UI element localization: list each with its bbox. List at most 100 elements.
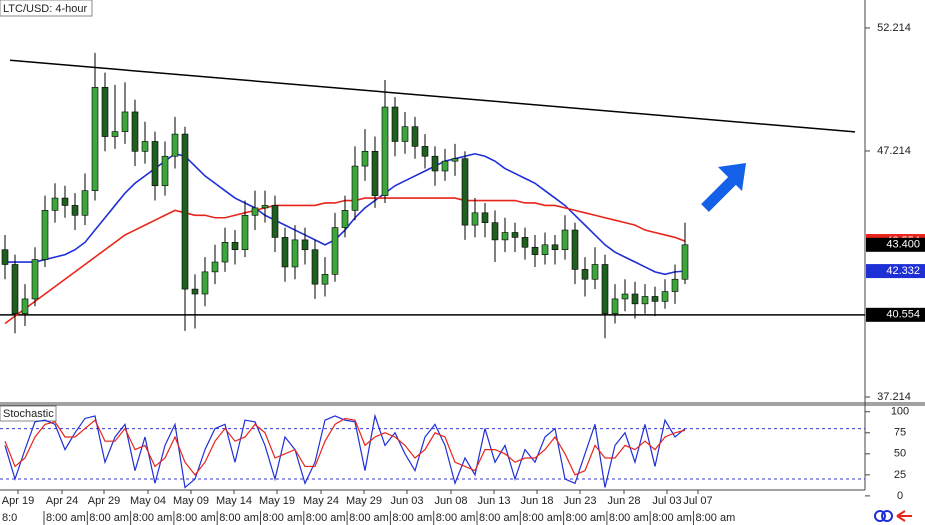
candle-body	[51, 197, 59, 211]
candle-body	[61, 197, 69, 206]
x-tick-label: Apr 19	[2, 495, 34, 507]
price-tag	[866, 307, 925, 322]
candle-body	[31, 259, 39, 300]
candle-body	[591, 264, 599, 280]
trend-arrow	[701, 163, 746, 212]
indicator-title: Stochastic	[3, 408, 54, 420]
link-icon[interactable]	[874, 510, 886, 522]
time-label: 8:0	[2, 512, 17, 524]
candle-body	[271, 205, 279, 238]
candle-body	[111, 131, 119, 137]
y-tick-label: 0	[897, 490, 903, 502]
link-icon[interactable]	[881, 510, 893, 522]
x-tick-label: May 14	[216, 495, 252, 507]
time-label: 8:00 am	[609, 512, 649, 524]
x-tick-label: Jun 23	[563, 495, 596, 507]
x-tick-label: Jun 08	[434, 495, 467, 507]
time-label: 8:00 am	[392, 512, 432, 524]
time-label: 8:00 am	[479, 512, 519, 524]
time-label: 8:00 am	[306, 512, 346, 524]
candle-body	[71, 205, 79, 216]
candle-body	[341, 210, 349, 228]
y-tick-label: 52.214	[877, 22, 911, 34]
price-tag-label: 42.332	[886, 265, 920, 277]
candle-body	[481, 212, 489, 223]
back-icon[interactable]	[896, 510, 912, 522]
candle-body	[371, 151, 379, 196]
indicator-label-box	[0, 405, 57, 422]
candle-body	[681, 244, 689, 280]
candle-body	[211, 261, 219, 273]
chart-title: LTC/USD: 4-hour	[3, 3, 87, 15]
time-label: 8:00 am	[133, 512, 173, 524]
trend-line	[9, 59, 856, 133]
candle-body	[631, 293, 639, 305]
candle-body	[321, 274, 329, 285]
candle-body	[331, 227, 339, 275]
candle-body	[541, 244, 549, 255]
candle-body	[181, 133, 189, 290]
candle-body	[41, 210, 49, 260]
x-tick-label: Apr 24	[46, 495, 78, 507]
arrow-head	[718, 163, 746, 191]
candle-body	[291, 239, 299, 268]
candle-body	[651, 296, 659, 302]
x-tick-label: May 19	[259, 495, 295, 507]
x-tick-label: Jun 18	[520, 495, 553, 507]
toolbar-icons[interactable]	[874, 510, 912, 522]
candle-body	[401, 126, 409, 142]
time-label: 8:00 am	[652, 512, 692, 524]
y-tick-label: 75	[894, 427, 906, 439]
time-label: 8:00 am	[566, 512, 606, 524]
candle-body	[561, 229, 569, 251]
candle-body	[121, 111, 129, 132]
time-label: 8:00 am	[263, 512, 303, 524]
x-tick-label: Jul 07	[683, 495, 712, 507]
candle-body	[581, 269, 589, 280]
candle-body	[151, 141, 159, 187]
candle-body	[91, 87, 99, 191]
candle-body	[11, 264, 19, 314]
x-tick-label: Apr 29	[88, 495, 120, 507]
candle-body	[351, 165, 359, 211]
y-tick-label: 100	[891, 406, 909, 418]
candle-body	[391, 106, 399, 142]
candle-body	[81, 190, 89, 216]
candle-body	[621, 293, 629, 300]
candle-body	[191, 288, 199, 295]
candle-body	[421, 146, 429, 157]
x-tick-label: May 29	[346, 495, 382, 507]
candle-body	[251, 207, 259, 216]
candle-body	[571, 229, 579, 270]
price-tag	[866, 264, 925, 279]
y-tick-label: 50	[894, 448, 906, 460]
stochastic-line	[4, 417, 686, 476]
x-tick-label: Jun 13	[477, 495, 510, 507]
candle-body	[501, 232, 509, 241]
candle-body	[101, 87, 109, 137]
time-label: 8:00 am	[219, 512, 259, 524]
candle-body	[671, 278, 679, 292]
candle-body	[521, 237, 529, 248]
candle-body	[471, 212, 479, 226]
candle-body	[1, 249, 9, 265]
time-label: 8:00 am	[522, 512, 562, 524]
time-label: 8:00 am	[696, 512, 736, 524]
candle-body	[141, 141, 149, 152]
candle-body	[531, 246, 539, 255]
candle-body	[21, 298, 29, 314]
candle-body	[221, 242, 229, 263]
candle-body	[601, 264, 609, 314]
candle-body	[241, 214, 249, 251]
candle-body	[441, 160, 449, 172]
candle-body	[611, 298, 619, 314]
x-tick-label: Jun 03	[390, 495, 423, 507]
candle-body	[491, 222, 499, 241]
candle-body	[301, 239, 309, 251]
time-label: 8:00 am	[436, 512, 476, 524]
x-tick-label: Jul 03	[652, 495, 681, 507]
time-label: 8:00 am	[176, 512, 216, 524]
y-tick-label: 47.214	[877, 145, 911, 157]
